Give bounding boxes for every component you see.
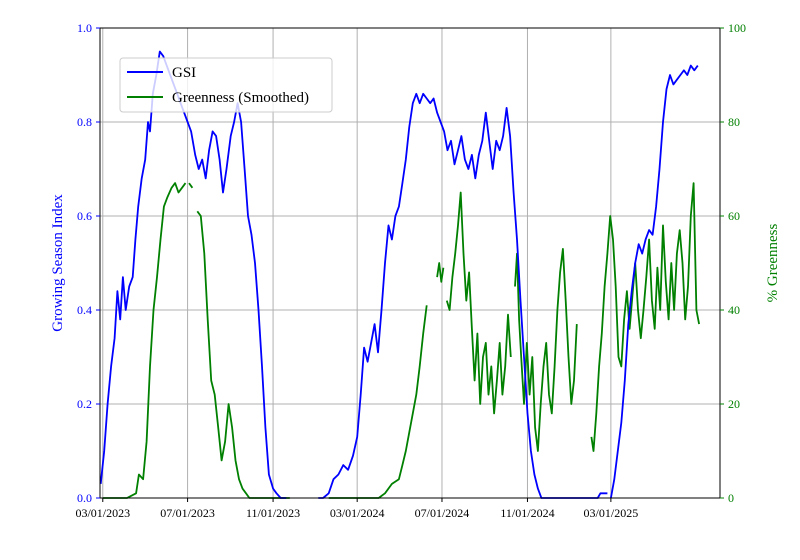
y-right-tick-label: 20 bbox=[728, 397, 740, 411]
greenness-line-segment-1 bbox=[188, 182, 194, 189]
gsi-line-segment-0 bbox=[99, 50, 287, 499]
x-tick-label: 03/01/2025 bbox=[584, 506, 639, 520]
y-axis-right-title: % Greenness bbox=[765, 223, 781, 302]
y-right-tick-label: 60 bbox=[728, 209, 740, 223]
x-tick-label: 07/01/2023 bbox=[160, 506, 215, 520]
greenness-line-segment-6 bbox=[514, 248, 578, 452]
greenness-line-segment-5 bbox=[445, 191, 512, 415]
y-right-tick-label: 100 bbox=[728, 21, 746, 35]
greenness-line-segment-7 bbox=[590, 182, 700, 452]
x-tick-label: 03/01/2023 bbox=[75, 506, 130, 520]
greenness-series bbox=[102, 182, 700, 499]
legend: GSI Greenness (Smoothed) bbox=[119, 57, 333, 113]
y-right-tick-label: 40 bbox=[728, 303, 740, 317]
series-layer bbox=[99, 50, 700, 499]
y-right-tick-label: 0 bbox=[728, 491, 734, 505]
y-axis-left: 0.0 0.2 0.4 0.6 0.8 1.0 bbox=[77, 21, 100, 505]
legend-box bbox=[119, 57, 333, 113]
y-left-tick-label: 1.0 bbox=[77, 21, 92, 35]
x-tick-label: 11/01/2023 bbox=[246, 506, 300, 520]
greenness-line-segment-0 bbox=[102, 182, 187, 499]
y-left-tick-label: 0.6 bbox=[77, 209, 92, 223]
legend-greenness-label: Greenness (Smoothed) bbox=[172, 90, 309, 106]
y-axis-right: 0 20 40 60 80 100 bbox=[720, 21, 746, 505]
x-tick-label: 07/01/2024 bbox=[415, 506, 470, 520]
y-left-tick-label: 0.4 bbox=[77, 303, 92, 317]
gsi-line-segment-1 bbox=[318, 92, 608, 499]
y-left-tick-label: 0.0 bbox=[77, 491, 92, 505]
gsi-line-segment-2 bbox=[610, 64, 699, 499]
y-axis-left-title: Growing Season Index bbox=[50, 194, 66, 332]
y-left-tick-label: 0.2 bbox=[77, 397, 92, 411]
greenness-line-segment-4 bbox=[436, 262, 445, 283]
x-tick-label: 03/01/2024 bbox=[330, 506, 385, 520]
y-left-tick-label: 0.8 bbox=[77, 115, 92, 129]
y-right-tick-label: 80 bbox=[728, 115, 740, 129]
x-tick-label: 11/01/2024 bbox=[500, 506, 554, 520]
plot-frame bbox=[99, 27, 721, 499]
legend-gsi-label: GSI bbox=[172, 65, 196, 81]
gsi-series bbox=[99, 50, 699, 499]
x-axis: 03/01/2023 07/01/2023 11/01/2023 03/01/2024… bbox=[75, 498, 638, 520]
